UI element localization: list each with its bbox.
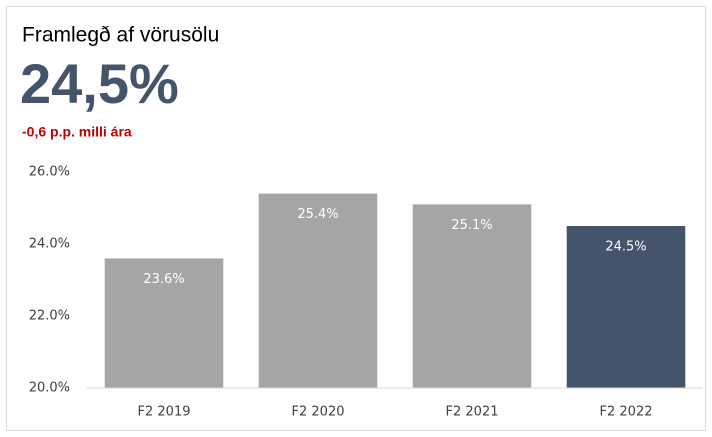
- bar: [412, 204, 532, 388]
- y-tick-label: 26.0%: [29, 165, 70, 180]
- bar: [566, 226, 686, 388]
- x-tick-label: F2 2020: [292, 405, 345, 420]
- x-tick-label: F2 2021: [446, 405, 499, 420]
- headline: 24,5%: [20, 52, 179, 115]
- bar: [258, 193, 378, 388]
- data-label: 24.5%: [605, 240, 646, 255]
- data-label: 25.1%: [451, 218, 492, 233]
- x-tick-label: F2 2019: [138, 405, 191, 420]
- y-tick-label: 24.0%: [29, 237, 70, 252]
- chart-title: Framlegð af vörusölu: [22, 24, 219, 47]
- data-label: 23.6%: [143, 272, 184, 287]
- y-tick-label: 20.0%: [29, 381, 70, 396]
- subtitle: -0,6 p.p. milli ára: [22, 124, 132, 140]
- x-tick-label: F2 2022: [600, 405, 653, 420]
- data-label: 25.4%: [297, 207, 338, 222]
- y-tick-label: 22.0%: [29, 309, 70, 324]
- bar: [104, 258, 224, 388]
